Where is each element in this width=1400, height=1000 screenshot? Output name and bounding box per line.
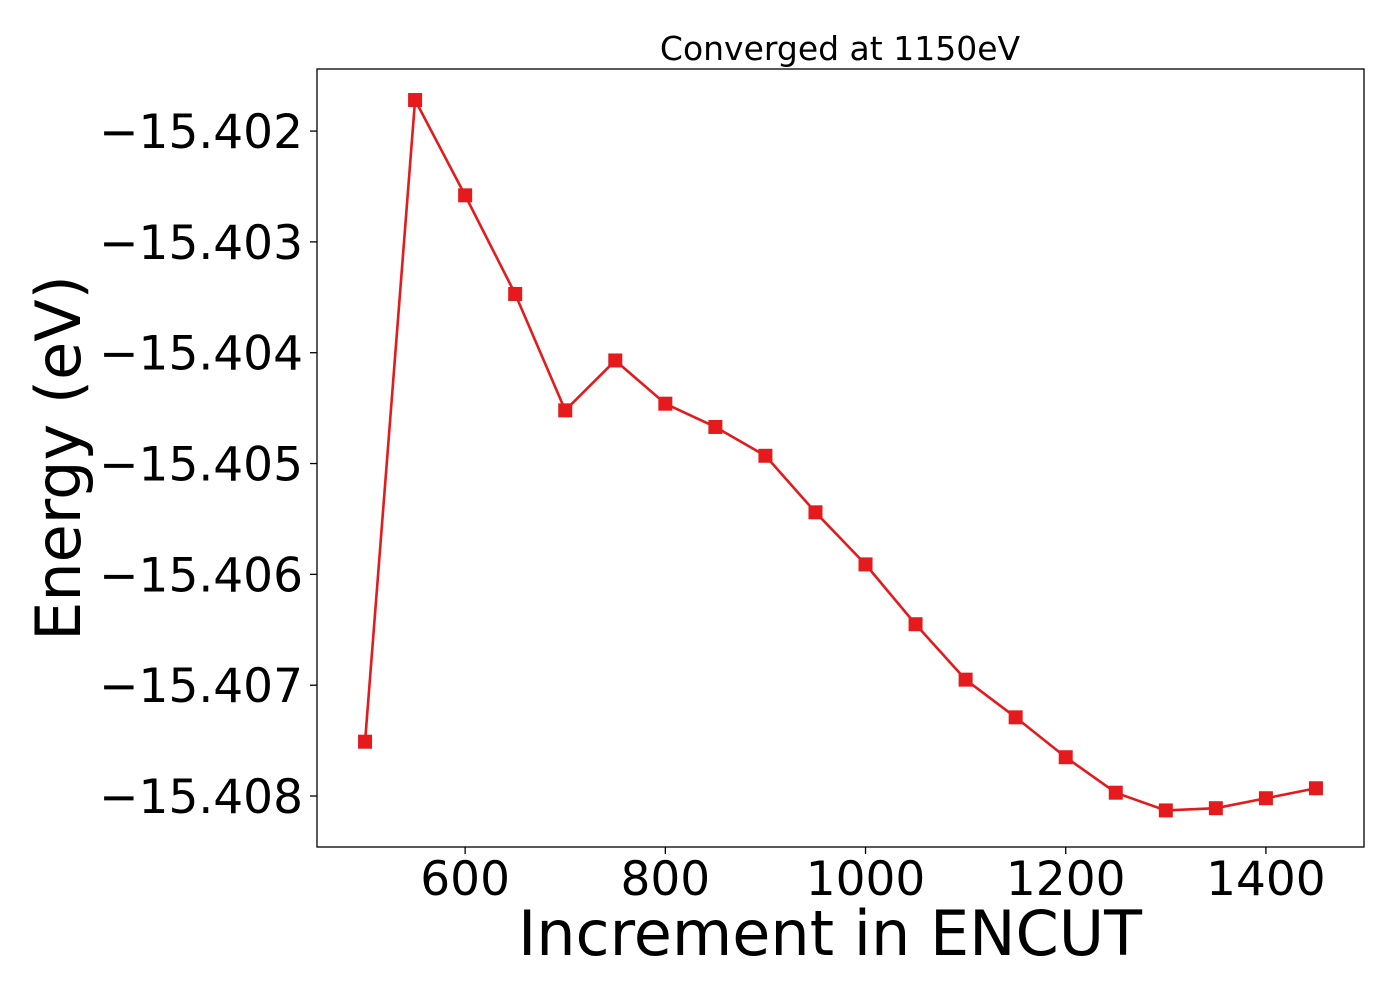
data-point xyxy=(808,505,823,520)
x-axis-ticks: 600 800 1000 1200 1400 xyxy=(420,847,1326,907)
y-tick-label: −15.402 xyxy=(99,105,303,160)
data-point xyxy=(708,419,723,434)
data-point xyxy=(358,734,373,749)
y-tick-label: −15.405 xyxy=(99,438,303,493)
x-tick-label: 800 xyxy=(620,852,710,907)
x-tick-label: 1000 xyxy=(806,852,926,907)
data-point xyxy=(1308,781,1323,796)
data-point xyxy=(1208,801,1223,816)
data-point xyxy=(458,188,473,203)
data-point xyxy=(958,672,973,687)
y-tick-label: −15.408 xyxy=(99,770,303,825)
x-tick-label: 1400 xyxy=(1206,852,1326,907)
data-point xyxy=(1258,791,1273,806)
data-point xyxy=(508,286,523,301)
y-tick-label: −15.407 xyxy=(99,659,303,714)
data-point xyxy=(1058,750,1073,765)
data-point xyxy=(1108,785,1123,800)
data-point xyxy=(1158,803,1173,818)
data-point xyxy=(558,403,573,418)
y-axis-ticks: −15.402 −15.403 −15.404 −15.405 −15.406 −15.4… xyxy=(99,105,317,825)
data-point xyxy=(408,93,423,108)
chart-title: Converged at 1150eV xyxy=(660,29,1021,68)
data-point xyxy=(658,396,673,411)
plot-frame xyxy=(316,68,1365,848)
plot-area xyxy=(316,68,1365,848)
x-tick-label: 600 xyxy=(420,852,510,907)
data-point xyxy=(908,617,923,632)
data-point xyxy=(858,557,873,572)
x-axis-label: Increment in ENCUT xyxy=(518,897,1143,970)
y-axis-label: Energy (eV) xyxy=(22,275,95,641)
data-point xyxy=(608,353,623,368)
y-tick-label: −15.403 xyxy=(99,216,303,271)
y-tick-label: −15.404 xyxy=(99,327,303,382)
x-tick-label: 1200 xyxy=(1006,852,1126,907)
data-point xyxy=(758,448,773,463)
y-tick-label: −15.406 xyxy=(99,548,303,603)
data-point xyxy=(1008,710,1023,725)
series-line xyxy=(363,98,1317,812)
series-layer xyxy=(358,93,1323,818)
